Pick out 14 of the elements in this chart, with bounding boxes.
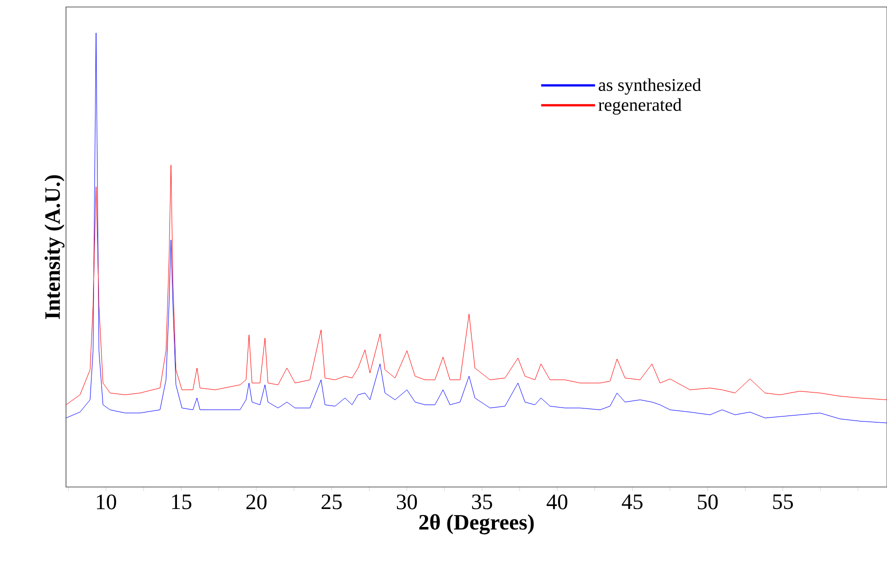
x-tick-label: 10 xyxy=(96,494,116,510)
x-tick-label: 30 xyxy=(396,494,417,510)
y-axis-title: Intensity (A.U.) xyxy=(44,175,64,320)
legend-label: as synthesized xyxy=(598,78,701,95)
x-tick-label: 20 xyxy=(246,494,267,510)
x-tick-label: 45 xyxy=(622,494,642,510)
x-tick-label: 55 xyxy=(773,494,793,510)
x-tick-label: 40 xyxy=(546,494,568,510)
x-tick-label: 15 xyxy=(172,494,192,510)
legend-label: regenerated xyxy=(598,98,682,115)
x-axis-title: 2θ (Degrees) xyxy=(419,514,534,534)
x-tick-label: 35 xyxy=(472,494,492,510)
x-tick-label: 50 xyxy=(698,494,718,510)
x-tick-label: 25 xyxy=(322,494,342,510)
